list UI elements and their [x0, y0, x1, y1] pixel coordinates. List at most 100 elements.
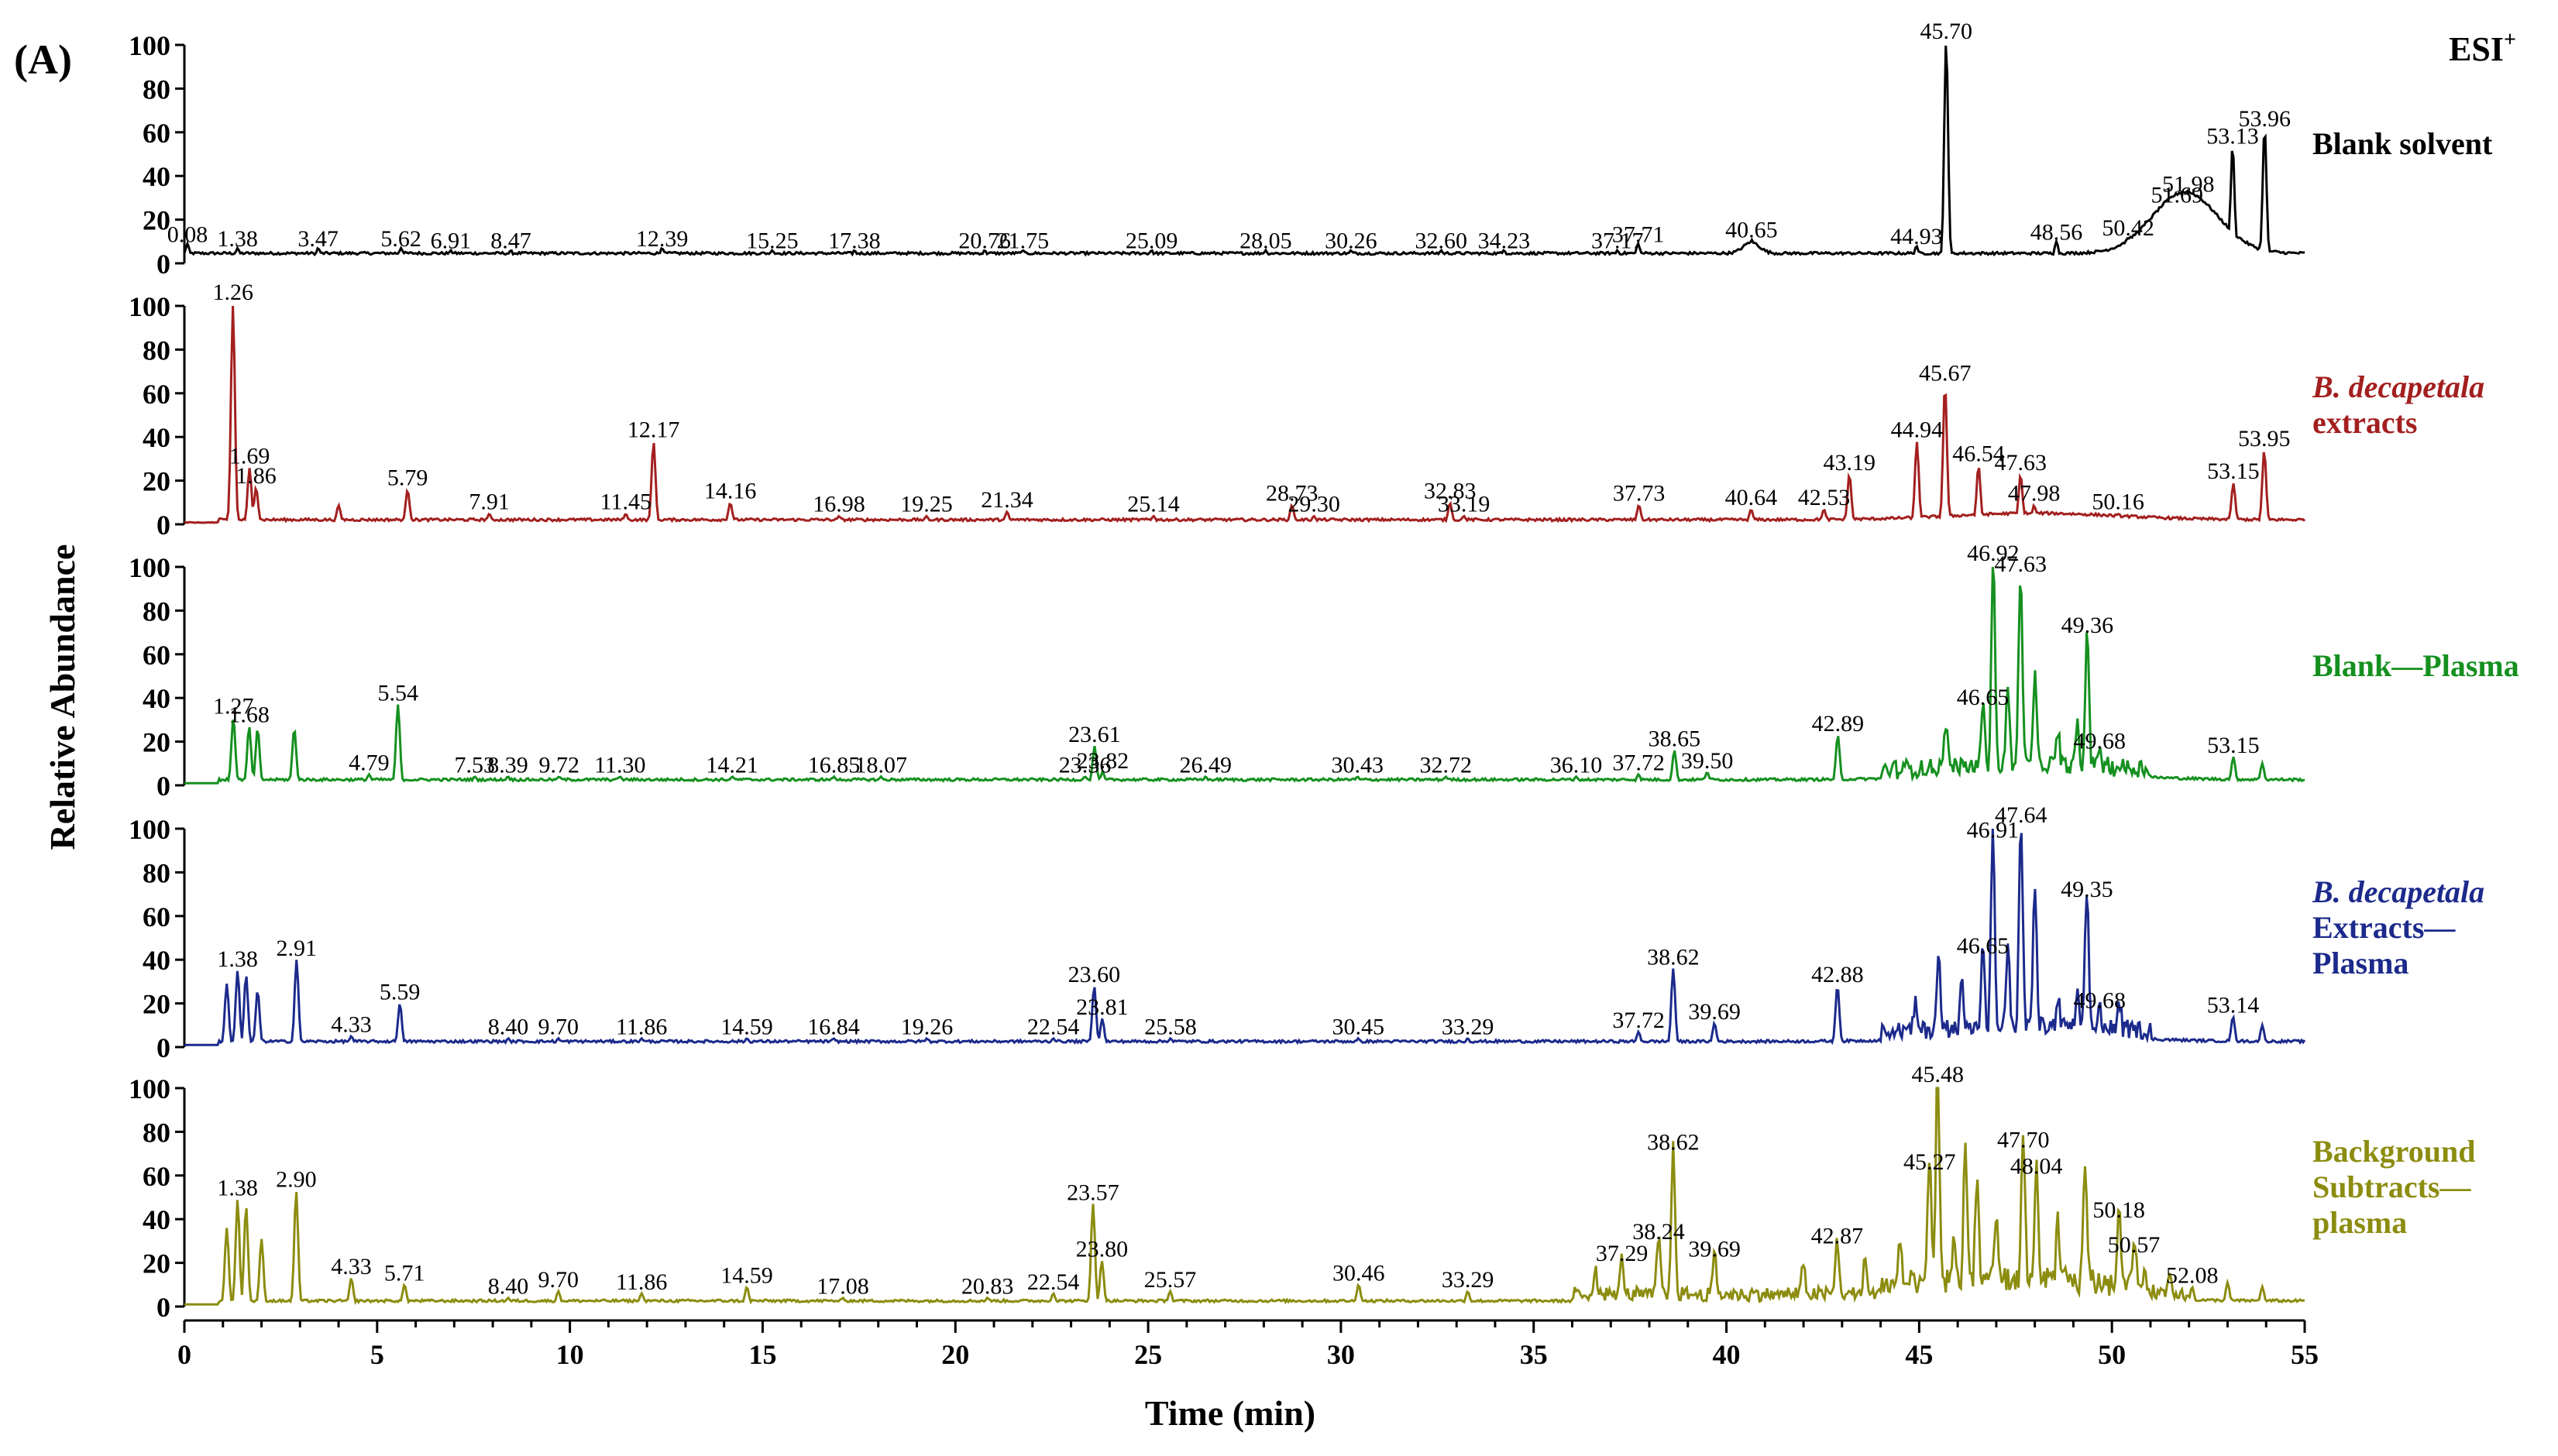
peak-label: 48.04	[2010, 1153, 2063, 1179]
peak-label: 38.65	[1649, 726, 1701, 752]
peak-label: 4.33	[331, 1012, 372, 1038]
peak-label: 18.07	[854, 753, 907, 778]
peak-label: 39.50	[1681, 748, 1734, 774]
peak-label: 8.40	[488, 1015, 529, 1040]
peak-label: 12.17	[627, 417, 680, 443]
peak-label: 25.14	[1127, 492, 1180, 517]
peak-label: 1.27	[213, 693, 254, 719]
peak-label: 23.60	[1068, 962, 1121, 987]
peak-label: 44.93	[1890, 224, 1943, 249]
x-axis-title: Time (min)	[1145, 1393, 1315, 1433]
series-trace	[184, 305, 2306, 524]
peak-label: 45.27	[1903, 1149, 1956, 1175]
peak-label: 20.83	[961, 1274, 1014, 1300]
peak-label: 32.83	[1424, 479, 1477, 504]
y-tick-label: 40	[143, 945, 170, 976]
peak-label: 14.59	[720, 1262, 773, 1288]
peak-label: 9.72	[538, 753, 579, 778]
peak-label: 30.43	[1332, 753, 1384, 778]
series-trace	[183, 45, 2305, 257]
peak-label: 21.34	[981, 487, 1033, 513]
y-tick-label: 60	[143, 118, 170, 149]
peak-label: 50.57	[2108, 1232, 2161, 1258]
peak-label: 37.71	[1612, 221, 1665, 247]
peak-label: 16.85	[808, 753, 861, 778]
peak-label: 22.54	[1027, 1015, 1080, 1040]
x-tick-label: 0	[177, 1339, 191, 1370]
peak-label: 53.15	[2207, 733, 2260, 758]
peak-label: 1.38	[217, 946, 258, 972]
peak-label: 46.54	[1952, 441, 2005, 467]
peak-label: 51.98	[2162, 171, 2215, 197]
peak-label: 38.24	[1632, 1219, 1685, 1245]
peak-label: 28.73	[1266, 480, 1319, 506]
peak-label: 21.75	[997, 228, 1050, 254]
peak-label: 11.86	[616, 1015, 667, 1040]
peak-label: 17.08	[817, 1274, 869, 1300]
peak-label: 50.42	[2102, 215, 2154, 241]
peak-label: 16.98	[813, 492, 865, 517]
x-tick-label: 30	[1327, 1339, 1355, 1370]
y-tick-label: 40	[143, 683, 170, 714]
peak-label: 47.63	[1994, 450, 2047, 476]
y-tick-label: 20	[143, 1248, 170, 1279]
y-tick-label: 100	[129, 552, 170, 583]
peak-label: 5.71	[384, 1261, 425, 1286]
peak-label: 23.80	[1076, 1237, 1129, 1262]
peak-label: 42.87	[1811, 1224, 1864, 1249]
y-tick-label: 40	[143, 422, 170, 453]
series-label: plasma	[2312, 1205, 2407, 1240]
series-label: Plasma	[2312, 946, 2408, 980]
peak-label: 0.08	[167, 221, 208, 247]
peak-label: 53.95	[2238, 426, 2291, 452]
peak-label: 45.48	[1912, 1062, 1965, 1087]
peak-label: 1.68	[229, 702, 270, 728]
peak-label: 17.38	[828, 228, 881, 254]
series-label: Blank—Plasma	[2312, 648, 2519, 683]
y-tick-label: 60	[143, 640, 170, 671]
peak-label: 1.86	[236, 463, 277, 489]
x-tick-label: 20	[941, 1339, 969, 1370]
mode-label-text: ESI	[2449, 30, 2504, 68]
chromatogram-panel: 0 20 40 60 80 100 1.26 1.691.86 5.79 7.91 11.45 12.…	[129, 280, 2484, 541]
peak-label: 45.70	[1920, 19, 1972, 44]
peak-label: 37.29	[1596, 1241, 1649, 1266]
series-trace	[184, 828, 2306, 1046]
peak-label: 11.86	[616, 1269, 667, 1295]
peak-label: 3.47	[297, 226, 339, 252]
series-label: Background	[2312, 1134, 2475, 1169]
y-tick-label: 60	[143, 901, 170, 932]
x-tick-label: 15	[748, 1339, 776, 1370]
y-tick-label: 80	[143, 74, 170, 105]
peak-label: 30.26	[1325, 228, 1377, 254]
peak-label: 38.62	[1647, 1129, 1700, 1155]
peak-label: 5.62	[380, 226, 421, 252]
x-tick-label: 50	[2098, 1339, 2126, 1370]
series-label: Extracts—	[2312, 910, 2456, 945]
peak-label: 37.72	[1612, 750, 1665, 776]
x-tick-label: 35	[1520, 1339, 1548, 1370]
peak-label: 37.73	[1613, 480, 1666, 506]
peak-label: 8.47	[490, 228, 531, 254]
peak-label: 26.49	[1179, 753, 1232, 778]
peak-label: 25.58	[1144, 1015, 1197, 1040]
peak-label: 11.45	[600, 489, 652, 515]
peak-label: 23.57	[1067, 1180, 1119, 1205]
peak-label: 7.53	[454, 753, 495, 778]
y-tick-label: 40	[143, 1204, 170, 1235]
peak-label: 42.88	[1811, 962, 1864, 987]
peak-label: 19.25	[900, 492, 953, 517]
chromatogram-panel: 0 20 40 60 80 100 1.38 2.90 4.33 5.71 8.40 9.70 11.8…	[129, 1062, 2475, 1323]
peak-label: 29.30	[1288, 492, 1340, 517]
peak-label: 34.23	[1478, 228, 1531, 254]
peak-label: 25.57	[1144, 1267, 1197, 1293]
peak-label: 30.46	[1332, 1261, 1385, 1286]
peak-label: 53.14	[2207, 992, 2260, 1018]
peak-label: 51.69	[2151, 183, 2204, 208]
y-tick-label: 0	[156, 1292, 170, 1323]
y-tick-label: 100	[129, 291, 170, 322]
peak-label: 32.72	[1420, 753, 1473, 778]
peak-label: 9.70	[538, 1015, 579, 1040]
peak-label: 39.69	[1688, 999, 1741, 1025]
